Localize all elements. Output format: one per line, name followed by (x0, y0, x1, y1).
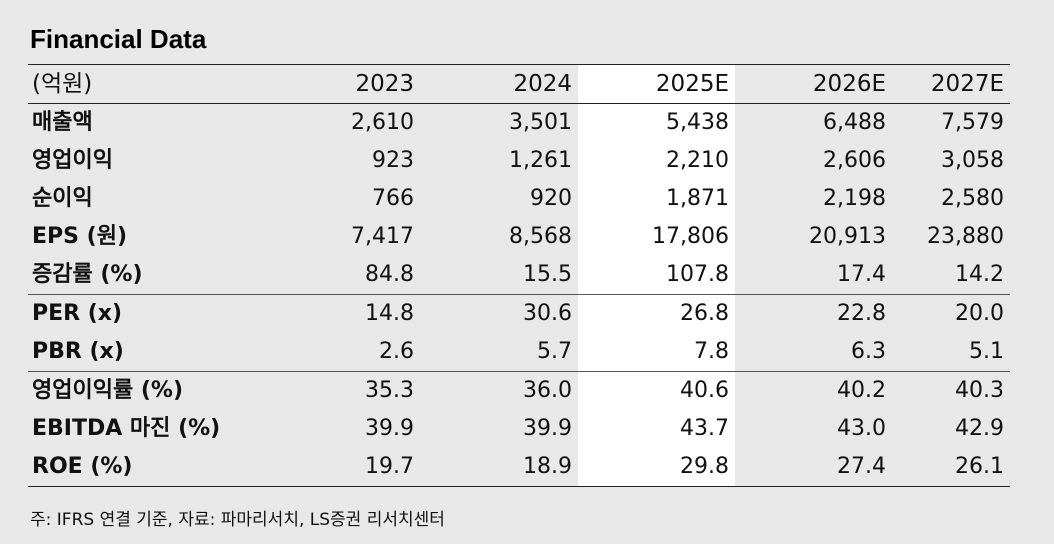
table-cell: 20.0 (892, 294, 1010, 333)
table-cell: 40.3 (892, 371, 1010, 410)
year-header-2026e: 2026E (735, 64, 892, 104)
table-cell: 920 (530, 186, 572, 211)
financial-data-table: (억원) 2023 2024 2025E 2026E 2027E 매출액 2,6… (28, 64, 1010, 487)
row-label: EPS (원) (32, 224, 128, 249)
table-cell: 26.1 (892, 448, 1010, 487)
row-label: PBR (x) (32, 339, 124, 364)
table-row: ROE (%) 19.7 18.9 29.8 27.4 26.1 (28, 448, 1010, 487)
table-row: 매출액 2,610 3,501 5,438 6,488 7,579 (28, 103, 1010, 142)
row-label: ROE (%) (28, 448, 263, 487)
table-cell: 43.7 (578, 410, 735, 448)
table-cell: 20,913 (809, 224, 886, 249)
table-row: EPS (원) 7,417 8,568 17,806 20,913 23,880 (28, 218, 1010, 256)
table-cell: 14.2 (955, 262, 1004, 287)
table-cell: 7,417 (351, 224, 414, 249)
table-cell: 40.6 (578, 371, 735, 410)
table-cell: 39.9 (523, 416, 572, 441)
table-cell: 36.0 (420, 371, 578, 410)
table-cell: 5,438 (578, 103, 735, 142)
row-label: 순이익 (32, 186, 93, 211)
header-row: (억원) 2023 2024 2025E 2026E 2027E (28, 64, 1010, 104)
table-row: PER (x) 14.8 30.6 26.8 22.8 20.0 (28, 294, 1010, 333)
row-label: 영업이익률 (%) (28, 371, 263, 410)
table-cell: 2,210 (578, 142, 735, 180)
table-cell: 14.8 (263, 294, 420, 333)
table-cell: 766 (372, 186, 414, 211)
table-row: 영업이익 923 1,261 2,210 2,606 3,058 (28, 142, 1010, 180)
table-row: 증감률 (%) 84.8 15.5 107.8 17.4 14.2 (28, 256, 1010, 295)
row-label: 영업이익 (32, 148, 113, 173)
year-header-2024: 2024 (420, 64, 578, 104)
table-cell: 15.5 (523, 262, 572, 287)
unit-header: (억원) (28, 64, 263, 104)
row-label: 증감률 (%) (32, 262, 143, 287)
table-row: 순이익 766 920 1,871 2,198 2,580 (28, 180, 1010, 218)
table-cell: 923 (372, 148, 414, 173)
table-cell: 2,198 (823, 186, 886, 211)
source-note: 주: IFRS 연결 기준, 자료: 파마리서치, LS증권 리서치센터 (30, 510, 445, 530)
table-row: EBITDA 마진 (%) 39.9 39.9 43.7 43.0 42.9 (28, 410, 1010, 448)
year-header-2025e: 2025E (578, 64, 735, 104)
table-cell: 22.8 (735, 294, 892, 333)
table-cell: 1,871 (578, 180, 735, 218)
table-cell: 17.4 (837, 262, 886, 287)
table-cell: 5.1 (969, 339, 1004, 364)
table-title: Financial Data (30, 24, 207, 54)
table-cell: 5.7 (537, 339, 572, 364)
table-cell: 1,261 (509, 148, 572, 173)
table-cell: 8,568 (509, 224, 572, 249)
table-cell: 2,606 (823, 148, 886, 173)
table-cell: 2.6 (379, 339, 414, 364)
table-cell: 43.0 (837, 416, 886, 441)
table-cell: 19.7 (263, 448, 420, 487)
table-cell: 2,580 (941, 186, 1004, 211)
table-cell: 7.8 (578, 333, 735, 372)
table-cell: 29.8 (578, 448, 735, 487)
table-cell: 7,579 (941, 110, 1004, 135)
table-cell: 23,880 (927, 224, 1004, 249)
table-cell: 42.9 (955, 416, 1004, 441)
table-cell: 18.9 (420, 448, 578, 487)
table-cell: 26.8 (578, 294, 735, 333)
table-cell: 27.4 (735, 448, 892, 487)
table-cell: 84.8 (365, 262, 414, 287)
year-header-2027e: 2027E (892, 64, 1010, 104)
table-cell: 35.3 (263, 371, 420, 410)
table-cell: 6.3 (851, 339, 886, 364)
table-row: PBR (x) 2.6 5.7 7.8 6.3 5.1 (28, 333, 1010, 372)
table-cell: 3,058 (941, 148, 1004, 173)
table-cell: 30.6 (420, 294, 578, 333)
table-cell: 6,488 (823, 110, 886, 135)
table-cell: 40.2 (735, 371, 892, 410)
row-label: EBITDA 마진 (%) (32, 416, 221, 441)
row-label: PER (x) (28, 294, 263, 333)
row-label: 매출액 (32, 110, 93, 135)
table-row: 영업이익률 (%) 35.3 36.0 40.6 40.2 40.3 (28, 371, 1010, 410)
table-cell: 39.9 (365, 416, 414, 441)
table-cell: 3,501 (509, 110, 572, 135)
table-cell: 17,806 (578, 218, 735, 256)
table-cell: 107.8 (578, 256, 735, 295)
year-header-2023: 2023 (263, 64, 420, 104)
table-cell: 2,610 (351, 110, 414, 135)
